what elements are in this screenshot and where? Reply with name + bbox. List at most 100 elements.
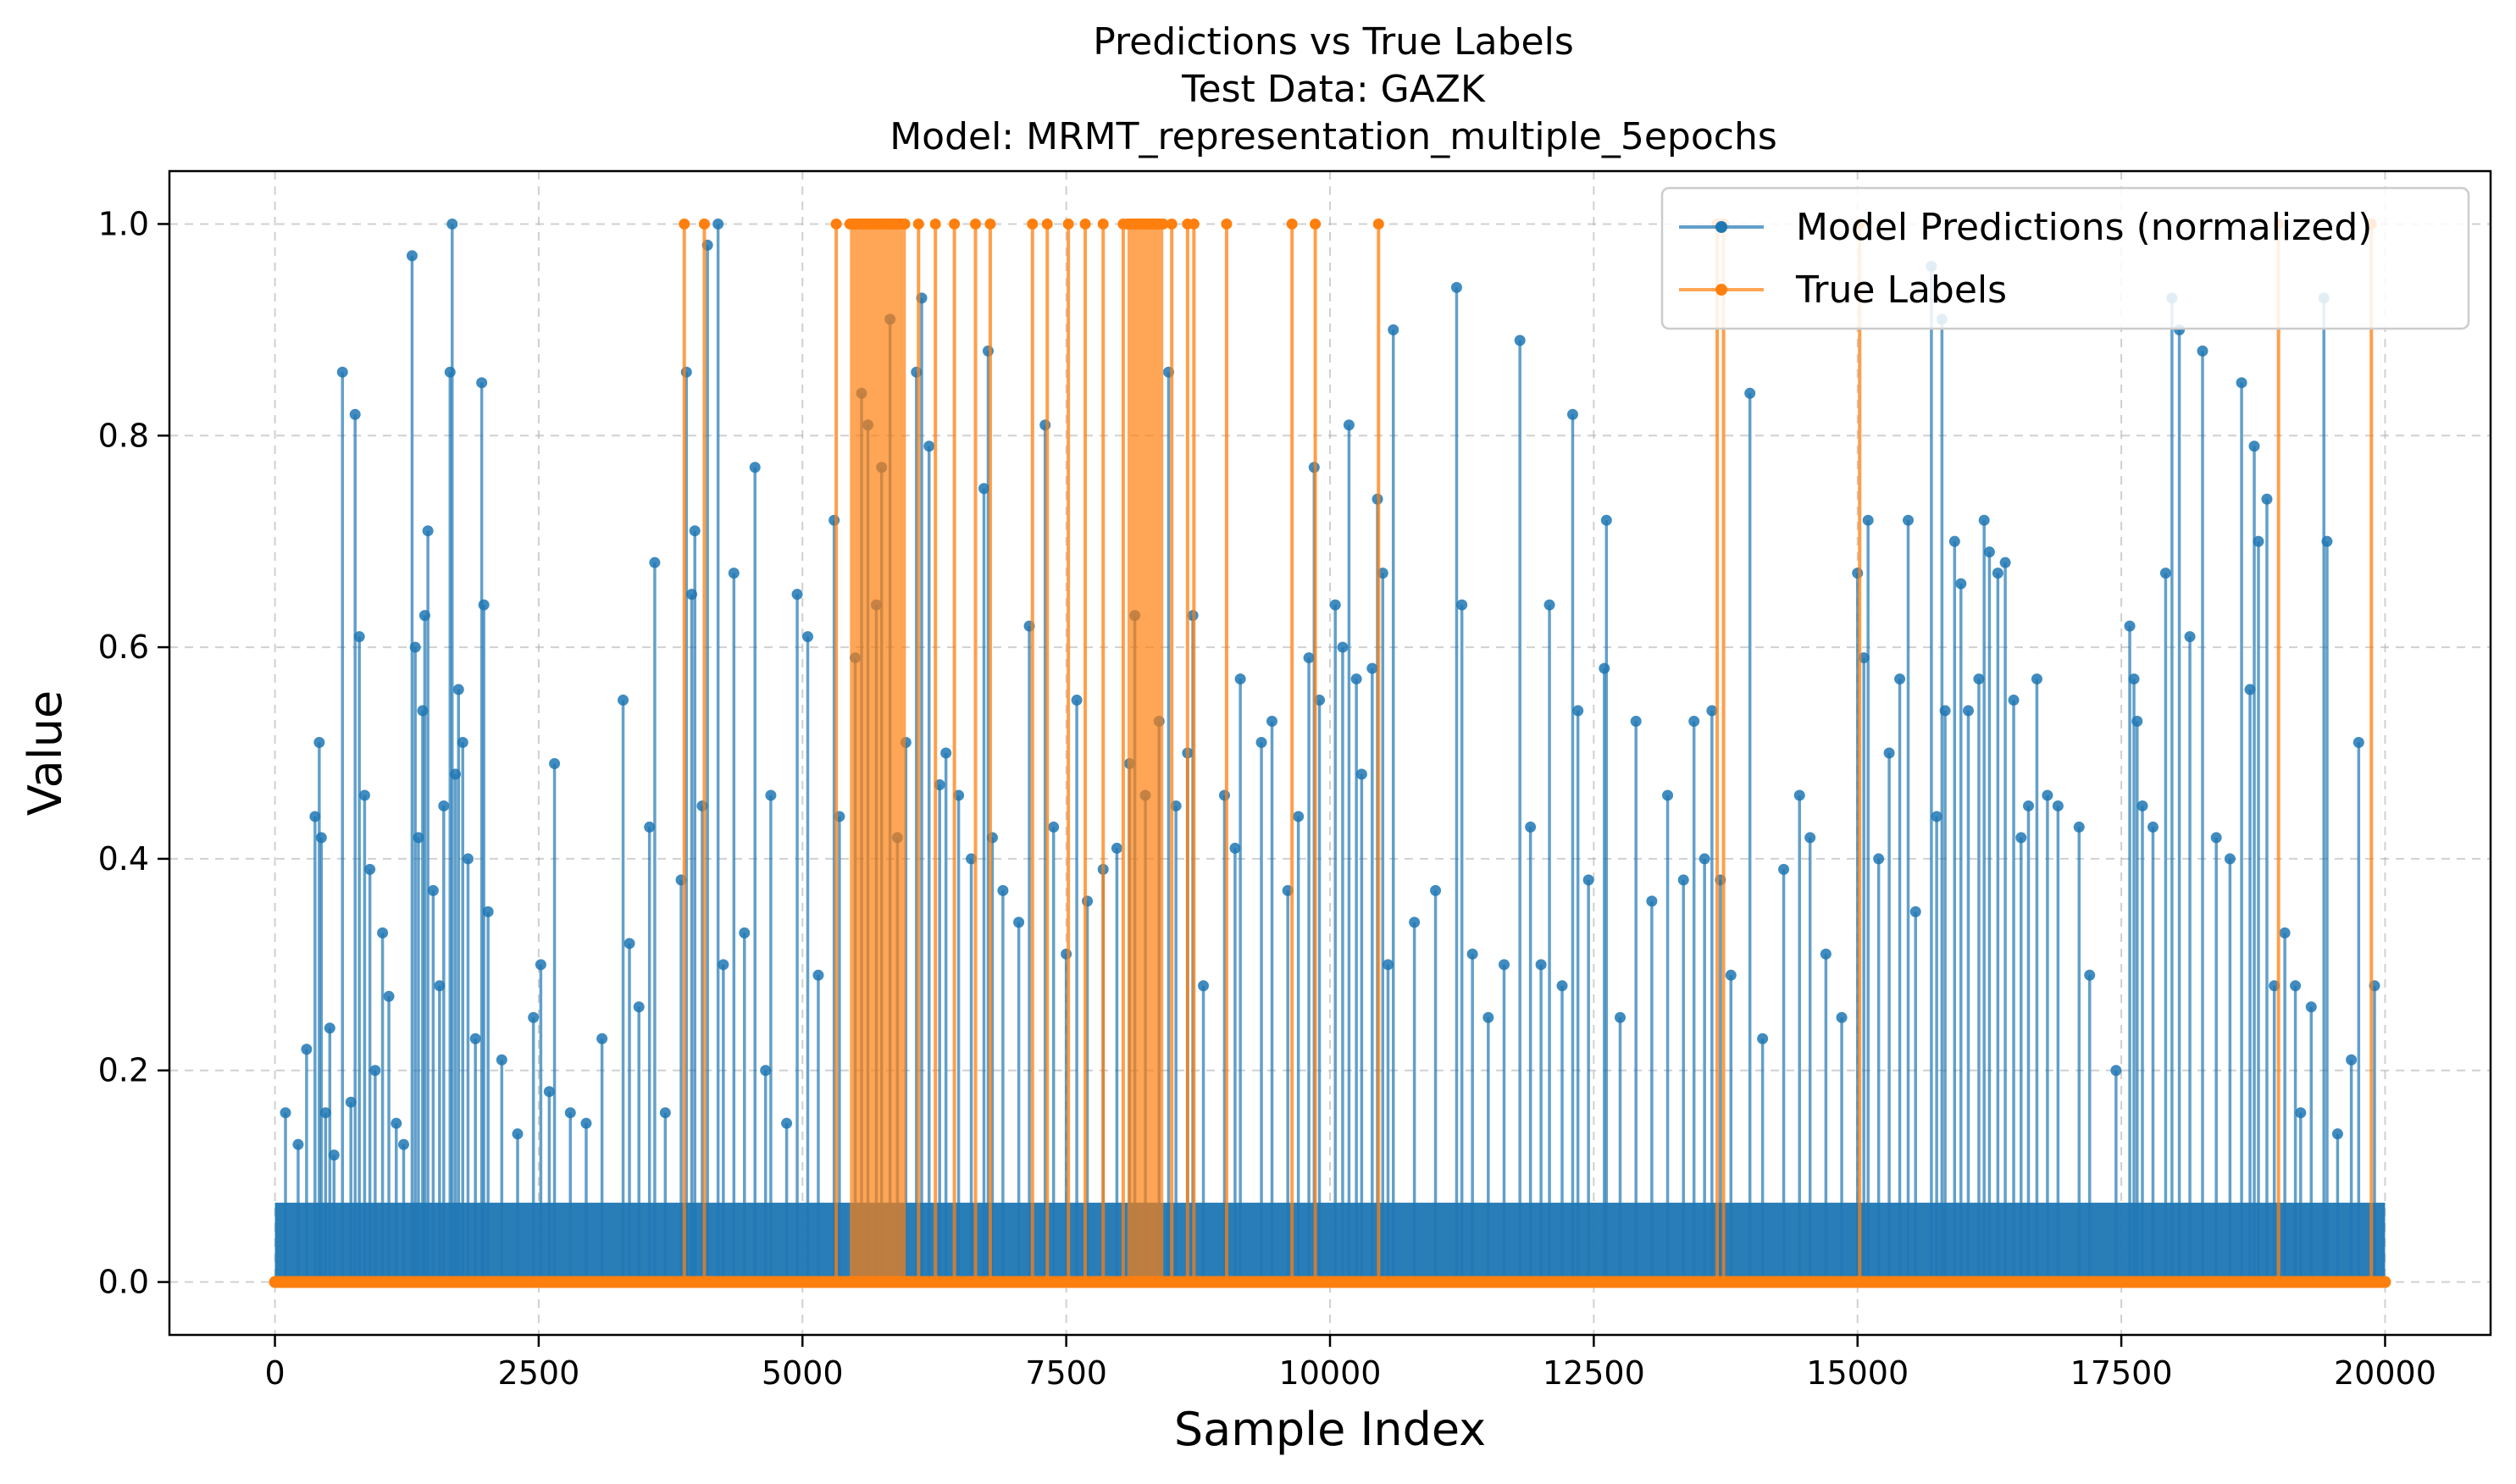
y-tick-label: 0.6 (98, 628, 149, 666)
prediction-point (383, 990, 395, 1002)
prediction-point (2008, 695, 2020, 706)
prediction-point (1955, 578, 1967, 590)
prediction-point (1757, 1033, 1769, 1044)
prediction-point (1973, 673, 1985, 685)
prediction-point (496, 1054, 507, 1066)
plot-area (168, 169, 2492, 1337)
true-label-point (698, 218, 710, 230)
prediction-point (476, 377, 488, 389)
prediction-point (1303, 652, 1315, 664)
prediction-point (644, 821, 656, 833)
y-tick-label: 0.0 (98, 1264, 149, 1301)
x-tick-label: 5000 (762, 1354, 844, 1392)
prediction-point (1039, 419, 1051, 431)
true-label-point (1188, 218, 1200, 230)
prediction-point (406, 250, 418, 262)
prediction-point (2015, 832, 2027, 844)
prediction-point (2184, 631, 2196, 643)
legend-marker-predictions (1715, 221, 1727, 233)
prediction-point (2305, 1001, 2317, 1013)
x-tick-label: 2500 (498, 1354, 580, 1392)
prediction-point (1599, 662, 1610, 674)
prediction-point (391, 1117, 402, 1129)
true-label-point (912, 218, 924, 230)
prediction-point (409, 641, 421, 653)
true-label-point (1027, 218, 1039, 230)
y-axis-label: Value (19, 690, 72, 816)
prediction-point (478, 599, 490, 611)
prediction-point (659, 1107, 671, 1119)
prediction-point (1409, 916, 1421, 928)
prediction-point (633, 1001, 645, 1013)
x-tick-label: 0 (264, 1354, 285, 1392)
x-axis-label: Sample Index (1174, 1403, 1486, 1456)
title-line-2: Test Data: GAZK (1181, 68, 1486, 111)
prediction-point (1894, 673, 1906, 685)
prediction-point (1862, 514, 1874, 526)
predictions-dense-band (274, 1202, 2386, 1282)
true-label-block (850, 224, 906, 1282)
y-tick-label: 0.8 (98, 417, 149, 454)
prediction-point (1482, 1011, 1494, 1023)
prediction-point (940, 747, 952, 759)
prediction-point (1499, 959, 1510, 971)
prediction-point (1535, 959, 1547, 971)
legend-label-predictions: Model Predictions (normalized) (1796, 206, 2372, 249)
true-label-point (1310, 218, 1322, 230)
prediction-point (1793, 789, 1805, 801)
title-line-3: Model: MRMT_representation_multiple_5epo… (889, 115, 1777, 158)
prediction-point (315, 832, 327, 844)
prediction-point (1366, 662, 1378, 674)
prediction-point (358, 789, 370, 801)
prediction-point (2084, 969, 2096, 981)
prediction-point (1430, 884, 1442, 896)
prediction-point (1514, 335, 1526, 346)
prediction-point (1963, 705, 1974, 717)
prediction-point (1992, 568, 2003, 579)
true-label-point (679, 218, 690, 230)
prediction-point (1343, 419, 1355, 431)
prediction-point (1903, 514, 1915, 526)
true-label-point (1041, 218, 1053, 230)
prediction-point (446, 218, 458, 230)
prediction-point (2124, 620, 2136, 632)
prediction-point (2073, 821, 2085, 833)
x-tick-label: 20000 (2334, 1354, 2436, 1392)
prediction-point (1662, 789, 1674, 801)
prediction-point (2321, 535, 2333, 547)
prediction-point (1525, 821, 1537, 833)
prediction-point (1329, 599, 1341, 611)
prediction-point (2031, 673, 2042, 685)
prediction-point (1388, 324, 1399, 335)
prediction-point (760, 1065, 772, 1077)
true-label-point (1157, 218, 1169, 230)
true-label-point (1079, 218, 1091, 230)
prediction-point (1931, 811, 1942, 822)
prediction-point (1013, 916, 1025, 928)
true-label-point (1221, 218, 1233, 230)
prediction-point (1466, 948, 1478, 960)
prediction-point (482, 905, 494, 917)
prediction-point (689, 525, 701, 537)
prediction-point (369, 1065, 381, 1077)
prediction-point (765, 789, 777, 801)
prediction-point (1677, 874, 1689, 886)
true-label-point (970, 218, 982, 230)
prediction-point (2210, 832, 2222, 844)
prediction-point (2022, 800, 2034, 811)
prediction-point (301, 1044, 313, 1055)
prediction-point (1909, 905, 1921, 917)
prediction-point (1725, 969, 1737, 981)
prediction-point (438, 800, 450, 811)
prediction-point (580, 1117, 592, 1129)
prediction-point (680, 366, 692, 378)
prediction-point (718, 959, 729, 971)
prediction-point (623, 938, 635, 950)
prediction-point (923, 440, 935, 452)
prediction-point (2353, 737, 2364, 749)
prediction-point (1229, 842, 1241, 854)
chart-title: Predictions vs True Labels Test Data: GA… (889, 20, 1777, 158)
prediction-point (997, 884, 1009, 896)
prediction-point (1615, 1011, 1626, 1023)
prediction-point (596, 1033, 608, 1044)
